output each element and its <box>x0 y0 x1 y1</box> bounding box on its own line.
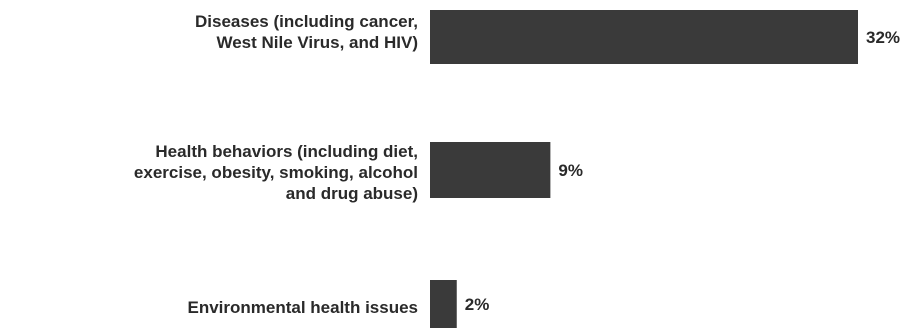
category-label-line: West Nile Virus, and HIV) <box>216 33 418 52</box>
value-label-health-behaviors: 9% <box>558 161 583 180</box>
bar-health-behaviors <box>430 142 551 198</box>
value-label-environmental: 2% <box>465 295 490 314</box>
category-label-line: Health behaviors (including diet, <box>155 142 418 161</box>
category-label-line: Environmental health issues <box>187 298 418 317</box>
bar-diseases <box>430 10 858 64</box>
value-label-diseases: 32% <box>866 28 900 47</box>
bar-environmental <box>430 280 457 328</box>
category-label-health-behaviors: Health behaviors (including diet, exerci… <box>8 141 418 204</box>
category-label-environmental: Environmental health issues <box>8 297 418 318</box>
category-label-line: exercise, obesity, smoking, alcohol <box>133 163 418 182</box>
category-label-line: Diseases (including cancer, <box>195 12 418 31</box>
category-label-line: and drug abuse) <box>285 184 418 203</box>
category-label-diseases: Diseases (including cancer, West Nile Vi… <box>8 11 418 53</box>
